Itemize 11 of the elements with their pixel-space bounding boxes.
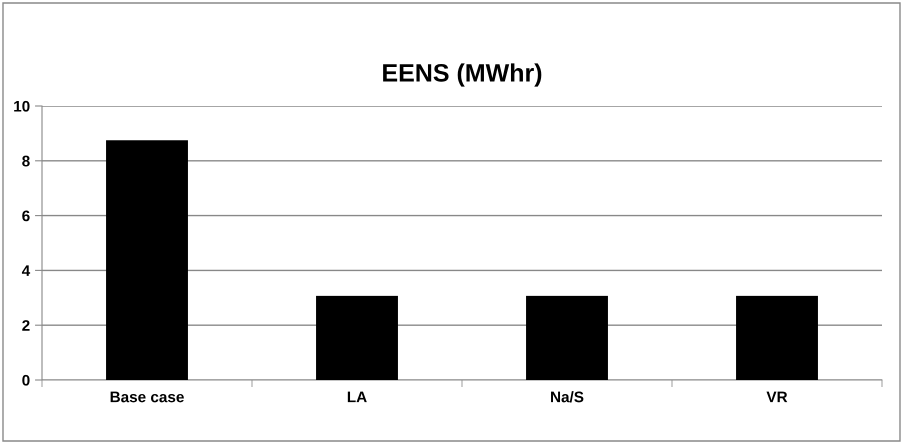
y-tick-label: 6 (22, 210, 30, 222)
chart-title: EENS (MWhr) (383, 63, 542, 87)
x-tick-label: VR (766, 392, 788, 402)
x-tick-label: Na/S (551, 391, 584, 402)
y-tick-label: 4 (22, 265, 30, 276)
y-tick-label: 2 (22, 320, 30, 331)
x-tick-label: Base case (110, 392, 184, 402)
y-tick-label: 8 (22, 156, 30, 166)
y-tick-label: 10 (14, 100, 30, 112)
x-tick-label: LA (348, 392, 367, 402)
y-tick-label: 0 (22, 374, 30, 386)
